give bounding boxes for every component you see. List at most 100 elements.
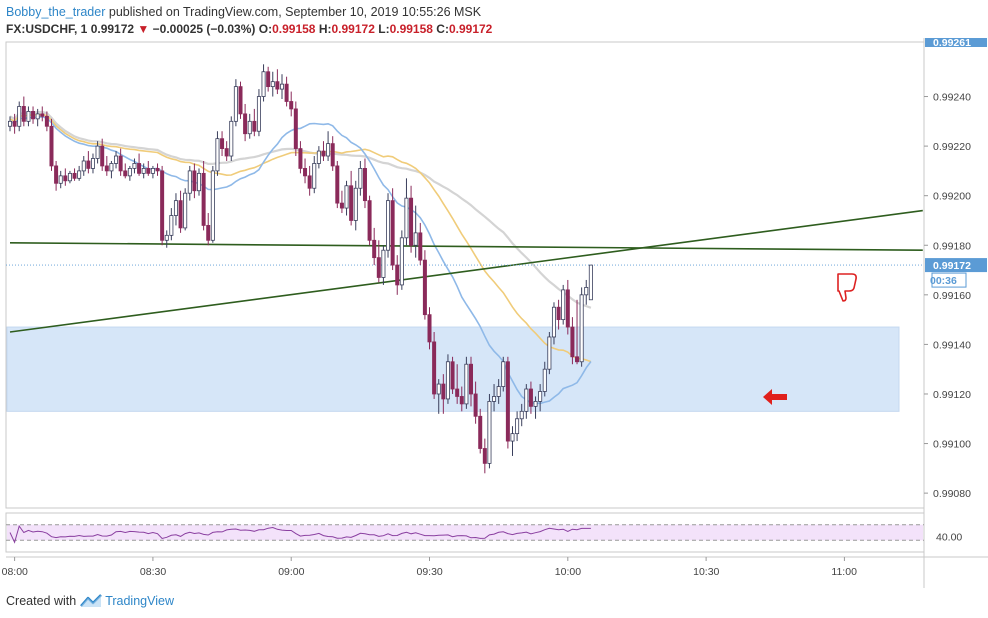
candle bbox=[26, 106, 31, 127]
candle bbox=[510, 426, 515, 456]
candle bbox=[229, 116, 234, 161]
candle-body bbox=[58, 175, 63, 184]
candle bbox=[164, 230, 169, 248]
open-value: 0.99158 bbox=[272, 22, 316, 36]
candle bbox=[427, 307, 432, 350]
candle bbox=[132, 158, 137, 174]
candle bbox=[372, 227, 377, 266]
candle bbox=[445, 354, 450, 404]
candle-body bbox=[565, 289, 570, 328]
x-tick-label: 08:00 bbox=[2, 566, 28, 578]
author-link[interactable]: Bobby_the_trader bbox=[6, 5, 106, 19]
candle-body bbox=[496, 386, 501, 397]
open-label: O: bbox=[258, 22, 273, 36]
candle bbox=[183, 188, 188, 231]
candle-body bbox=[579, 294, 584, 363]
candle-body bbox=[362, 168, 367, 202]
candle bbox=[58, 170, 63, 189]
candle bbox=[197, 168, 202, 196]
candle bbox=[464, 356, 469, 409]
candle bbox=[187, 165, 192, 201]
candle-body bbox=[26, 111, 31, 122]
candle bbox=[298, 141, 303, 174]
candle bbox=[468, 356, 473, 407]
x-tick-label: 11:00 bbox=[831, 566, 857, 578]
candle-body bbox=[404, 197, 409, 239]
candle bbox=[54, 160, 59, 191]
candle-body bbox=[464, 363, 469, 405]
candle-body bbox=[372, 239, 377, 259]
candle bbox=[538, 384, 543, 412]
candle bbox=[289, 91, 294, 117]
candle-body bbox=[588, 264, 593, 301]
candle-body bbox=[72, 172, 77, 179]
x-tick-label: 09:30 bbox=[417, 566, 443, 578]
candle-body bbox=[538, 391, 543, 402]
candle bbox=[173, 193, 178, 226]
candle-body bbox=[418, 232, 423, 261]
candle bbox=[381, 245, 386, 285]
countdown-label: 00:36 bbox=[930, 275, 957, 287]
candle-body bbox=[584, 286, 589, 296]
candle bbox=[542, 361, 547, 397]
candle-body bbox=[118, 155, 123, 172]
candle bbox=[293, 101, 298, 157]
candle-body bbox=[492, 396, 497, 402]
candle-body bbox=[478, 415, 483, 449]
candle-body bbox=[247, 120, 252, 135]
candle-body bbox=[436, 383, 441, 395]
candle bbox=[90, 153, 95, 174]
candle bbox=[316, 146, 321, 169]
y-tick-label: 0.99240 bbox=[933, 92, 971, 104]
candle bbox=[335, 160, 340, 209]
candle bbox=[17, 101, 22, 132]
candle bbox=[192, 163, 197, 199]
candle bbox=[395, 255, 400, 295]
y-tick-label: 0.99100 bbox=[933, 439, 971, 451]
candle bbox=[367, 195, 372, 246]
candle bbox=[409, 185, 414, 253]
candle-body bbox=[556, 306, 561, 321]
candle-body bbox=[90, 158, 95, 169]
candle bbox=[418, 222, 423, 266]
candle bbox=[35, 108, 40, 127]
candle-body bbox=[146, 168, 151, 174]
candle-body bbox=[150, 168, 155, 174]
countdown-tag bbox=[931, 272, 967, 288]
candle-body bbox=[326, 143, 331, 157]
candle bbox=[137, 153, 142, 176]
low-value: 0.99158 bbox=[389, 22, 433, 36]
footer: Created with TradingView bbox=[6, 592, 174, 610]
candle bbox=[155, 163, 160, 176]
candle bbox=[326, 131, 331, 161]
tradingview-brand[interactable]: TradingView bbox=[105, 594, 174, 608]
candle-body bbox=[376, 257, 381, 278]
price-change: −0.00025 (−0.03%) bbox=[152, 22, 256, 36]
candle bbox=[109, 160, 114, 179]
candle-body bbox=[215, 138, 220, 172]
trendline-rising bbox=[9, 209, 923, 333]
candle bbox=[123, 163, 128, 179]
candle bbox=[201, 160, 206, 231]
candle-body bbox=[575, 356, 580, 363]
candle-body bbox=[510, 433, 515, 442]
candle bbox=[515, 411, 520, 442]
candle-body bbox=[197, 172, 202, 192]
low-label: L: bbox=[378, 22, 390, 36]
candle-body bbox=[413, 232, 418, 246]
candle bbox=[146, 160, 151, 176]
candle-body bbox=[551, 306, 556, 338]
candle bbox=[358, 160, 363, 196]
candle-body bbox=[173, 200, 178, 216]
candle-body bbox=[445, 361, 450, 400]
candle-body bbox=[275, 81, 280, 90]
candle-body bbox=[441, 383, 446, 400]
symbol-label: FX:USDCHF, 1 bbox=[6, 22, 88, 36]
close-label: C: bbox=[436, 22, 449, 36]
candle bbox=[588, 264, 593, 301]
candle-body bbox=[455, 388, 460, 397]
thumbs-down-icon bbox=[837, 273, 857, 302]
candle bbox=[31, 106, 36, 124]
price-chart[interactable]: 0.99080 0.99100 0.99120 0.99140 0.99160 0.991… bbox=[0, 38, 988, 588]
candle-body bbox=[31, 111, 36, 120]
